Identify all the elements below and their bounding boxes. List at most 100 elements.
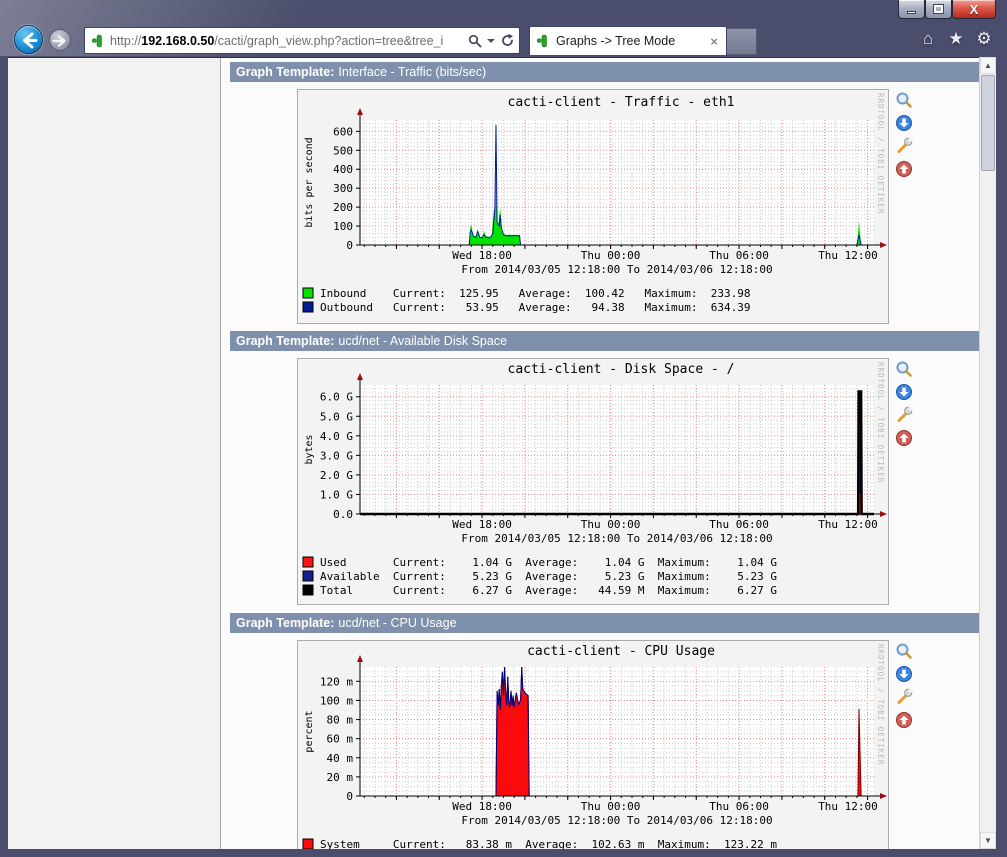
favorites-star-icon[interactable]: ★ (948, 29, 964, 48)
svg-text:System Current: 83.38 m: System Current: 83.38 m Average: 102.63 … (320, 838, 777, 849)
csv-export-button[interactable] (895, 114, 915, 132)
csv-export-icon (896, 384, 912, 400)
svg-text:Thu 06:00: Thu 06:00 (709, 800, 769, 813)
svg-text:Thu 12:00: Thu 12:00 (818, 249, 878, 262)
svg-text:100 m: 100 m (320, 694, 353, 707)
tree-sidebar[interactable] (8, 58, 221, 849)
graph-template-header-cpu: Graph Template: ucd/net - CPU Usage (230, 613, 979, 633)
disk-graph[interactable]: 0.0 1.0 G 2.0 G 3.0 G 4.0 G 5.0 G 6.0 G Wed 18:… (298, 359, 888, 605)
svg-text:Thu 00:00: Thu 00:00 (581, 518, 641, 531)
page-content: Graph Template: Interface - Traffic (bits… (8, 57, 979, 849)
zoom-graph-button[interactable] (895, 642, 915, 660)
maximize-icon (933, 4, 944, 14)
maximize-button[interactable] (925, 0, 952, 19)
svg-text:From 2014/03/05 12:18:00 To 20: From 2014/03/05 12:18:00 To 2014/03/06 1… (461, 532, 772, 545)
svg-text:From 2014/03/05 12:18:00 To 20: From 2014/03/05 12:18:00 To 2014/03/06 1… (461, 814, 772, 827)
svg-text:Available Current: 5.23 G: Available Current: 5.23 G Average: 5.23 … (320, 570, 777, 583)
url-text[interactable]: http://192.168.0.50/cacti/graph_view.php… (110, 33, 444, 48)
cacti-favicon (536, 34, 547, 48)
cacti-favicon (91, 34, 102, 47)
back-button[interactable] (14, 25, 43, 54)
zoom-graph-button[interactable] (895, 91, 915, 109)
svg-text:Wed 18:00: Wed 18:00 (452, 249, 512, 262)
cpu-graph[interactable]: 0 20 m 40 m 60 m 80 m 100 m 120 m Wed 18:00 Thu … (298, 641, 888, 849)
csv-export-button[interactable] (895, 665, 915, 683)
svg-text:Outbound Current: 53.95: Outbound Current: 53.95 Average: 94.38 M… (320, 301, 750, 314)
rrdtool-signature: RRDTOOL / TOBI OETIKER (876, 93, 885, 215)
svg-text:6.0 G: 6.0 G (320, 391, 353, 404)
graph-source-wrench-button[interactable] (895, 137, 915, 155)
address-dropdown-icon[interactable] (487, 38, 495, 43)
csv-export-icon (896, 666, 912, 682)
graph-actions-disk (895, 360, 915, 447)
svg-text:From 2014/03/05 12:18:00 To 20: From 2014/03/05 12:18:00 To 2014/03/06 1… (461, 263, 772, 276)
svg-text:400: 400 (333, 163, 353, 176)
refresh-icon[interactable] (500, 33, 515, 48)
zoom-graph-button[interactable] (895, 360, 915, 378)
page-top-button[interactable] (895, 711, 915, 729)
minimize-button[interactable] (898, 0, 925, 19)
page-top-icon (896, 161, 912, 177)
svg-text:percent: percent (304, 710, 315, 752)
svg-text:1.0 G: 1.0 G (320, 488, 353, 501)
svg-text:60 m: 60 m (327, 733, 354, 746)
graph-template-header-traffic: Graph Template: Interface - Traffic (bits… (230, 62, 979, 82)
svg-text:120 m: 120 m (320, 675, 353, 688)
svg-text:0: 0 (346, 239, 353, 252)
rrdtool-signature: RRDTOOL / TOBI OETIKER (876, 362, 885, 484)
page-top-button[interactable] (895, 160, 915, 178)
graph-source-wrench-button[interactable] (895, 688, 915, 706)
svg-text:600: 600 (333, 125, 353, 138)
close-button[interactable]: X (952, 0, 996, 19)
svg-text:Thu 12:00: Thu 12:00 (818, 518, 878, 531)
svg-text:Wed 18:00: Wed 18:00 (452, 800, 512, 813)
graph-template-header-disk: Graph Template: ucd/net - Available Disk … (230, 331, 979, 351)
graph-source-wrench-icon (897, 688, 913, 704)
header-value: Interface - Traffic (bits/sec) (338, 65, 487, 79)
minimize-icon (907, 10, 916, 14)
header-value: ucd/net - CPU Usage (338, 616, 457, 630)
svg-text:Thu 06:00: Thu 06:00 (709, 518, 769, 531)
graph-source-wrench-button[interactable] (895, 406, 915, 424)
svg-text:cacti-client - Traffic - eth1: cacti-client - Traffic - eth1 (508, 95, 735, 110)
zoom-graph-icon (896, 92, 912, 108)
tab-graphs-tree-mode[interactable]: Graphs -> Tree Mode × (529, 26, 727, 55)
traffic-graph[interactable]: 0 100 200 300 400 500 600 Wed 18:00 Thu 00:00 Thu… (298, 90, 888, 324)
svg-text:Thu 12:00: Thu 12:00 (818, 800, 878, 813)
svg-text:2.0 G: 2.0 G (320, 469, 353, 482)
header-value: ucd/net - Available Disk Space (338, 334, 508, 348)
zoom-graph-icon (896, 643, 912, 659)
graph-panel-traffic: 0 100 200 300 400 500 600 Wed 18:00 Thu 00:00 Thu… (297, 89, 889, 324)
graph-source-wrench-icon (897, 406, 913, 422)
svg-text:cacti-client - Disk Space - /: cacti-client - Disk Space - / (508, 362, 735, 377)
search-icon[interactable] (468, 34, 482, 48)
scrollbar-thumb[interactable] (981, 75, 995, 171)
page-top-button[interactable] (895, 429, 915, 447)
forward-button[interactable] (49, 29, 71, 51)
scrollbar-down-icon[interactable]: ▼ (980, 832, 996, 849)
back-arrow-icon (23, 32, 38, 49)
home-icon[interactable]: ⌂ (922, 29, 934, 48)
graph-panel-cpu: 0 20 m 40 m 60 m 80 m 100 m 120 m Wed 18:00 Thu … (297, 640, 889, 849)
scrollbar-up-icon[interactable]: ▲ (980, 57, 996, 74)
svg-text:3.0 G: 3.0 G (320, 449, 353, 462)
window-caption-buttons: X (898, 0, 996, 19)
svg-text:Thu 00:00: Thu 00:00 (581, 249, 641, 262)
svg-text:Wed 18:00: Wed 18:00 (452, 518, 512, 531)
vertical-scrollbar[interactable]: ▲ ▼ (979, 57, 996, 849)
tab-close-icon[interactable]: × (710, 33, 718, 49)
header-label: Graph Template: (236, 616, 335, 630)
svg-text:Inbound Current: 125.95: Inbound Current: 125.95 Average: 100.42 … (320, 287, 750, 300)
csv-export-button[interactable] (895, 383, 915, 401)
rrdtool-signature: RRDTOOL / TOBI OETIKER (876, 644, 885, 766)
page-top-icon (896, 712, 912, 728)
graph-panel-disk: 0.0 1.0 G 2.0 G 3.0 G 4.0 G 5.0 G 6.0 G Wed 18:… (297, 358, 889, 605)
browser-toolbar-icons: ⌂ ★ ⚙ (919, 29, 993, 49)
tab-strip: Graphs -> Tree Mode × (529, 26, 757, 55)
svg-text:20 m: 20 m (327, 771, 354, 784)
address-bar[interactable]: http://192.168.0.50/cacti/graph_view.php… (84, 27, 520, 54)
csv-export-icon (896, 115, 912, 131)
zoom-graph-icon (896, 361, 912, 377)
graphs-area: Graph Template: Interface - Traffic (bits… (222, 58, 979, 849)
settings-gear-icon[interactable]: ⚙ (976, 29, 992, 48)
